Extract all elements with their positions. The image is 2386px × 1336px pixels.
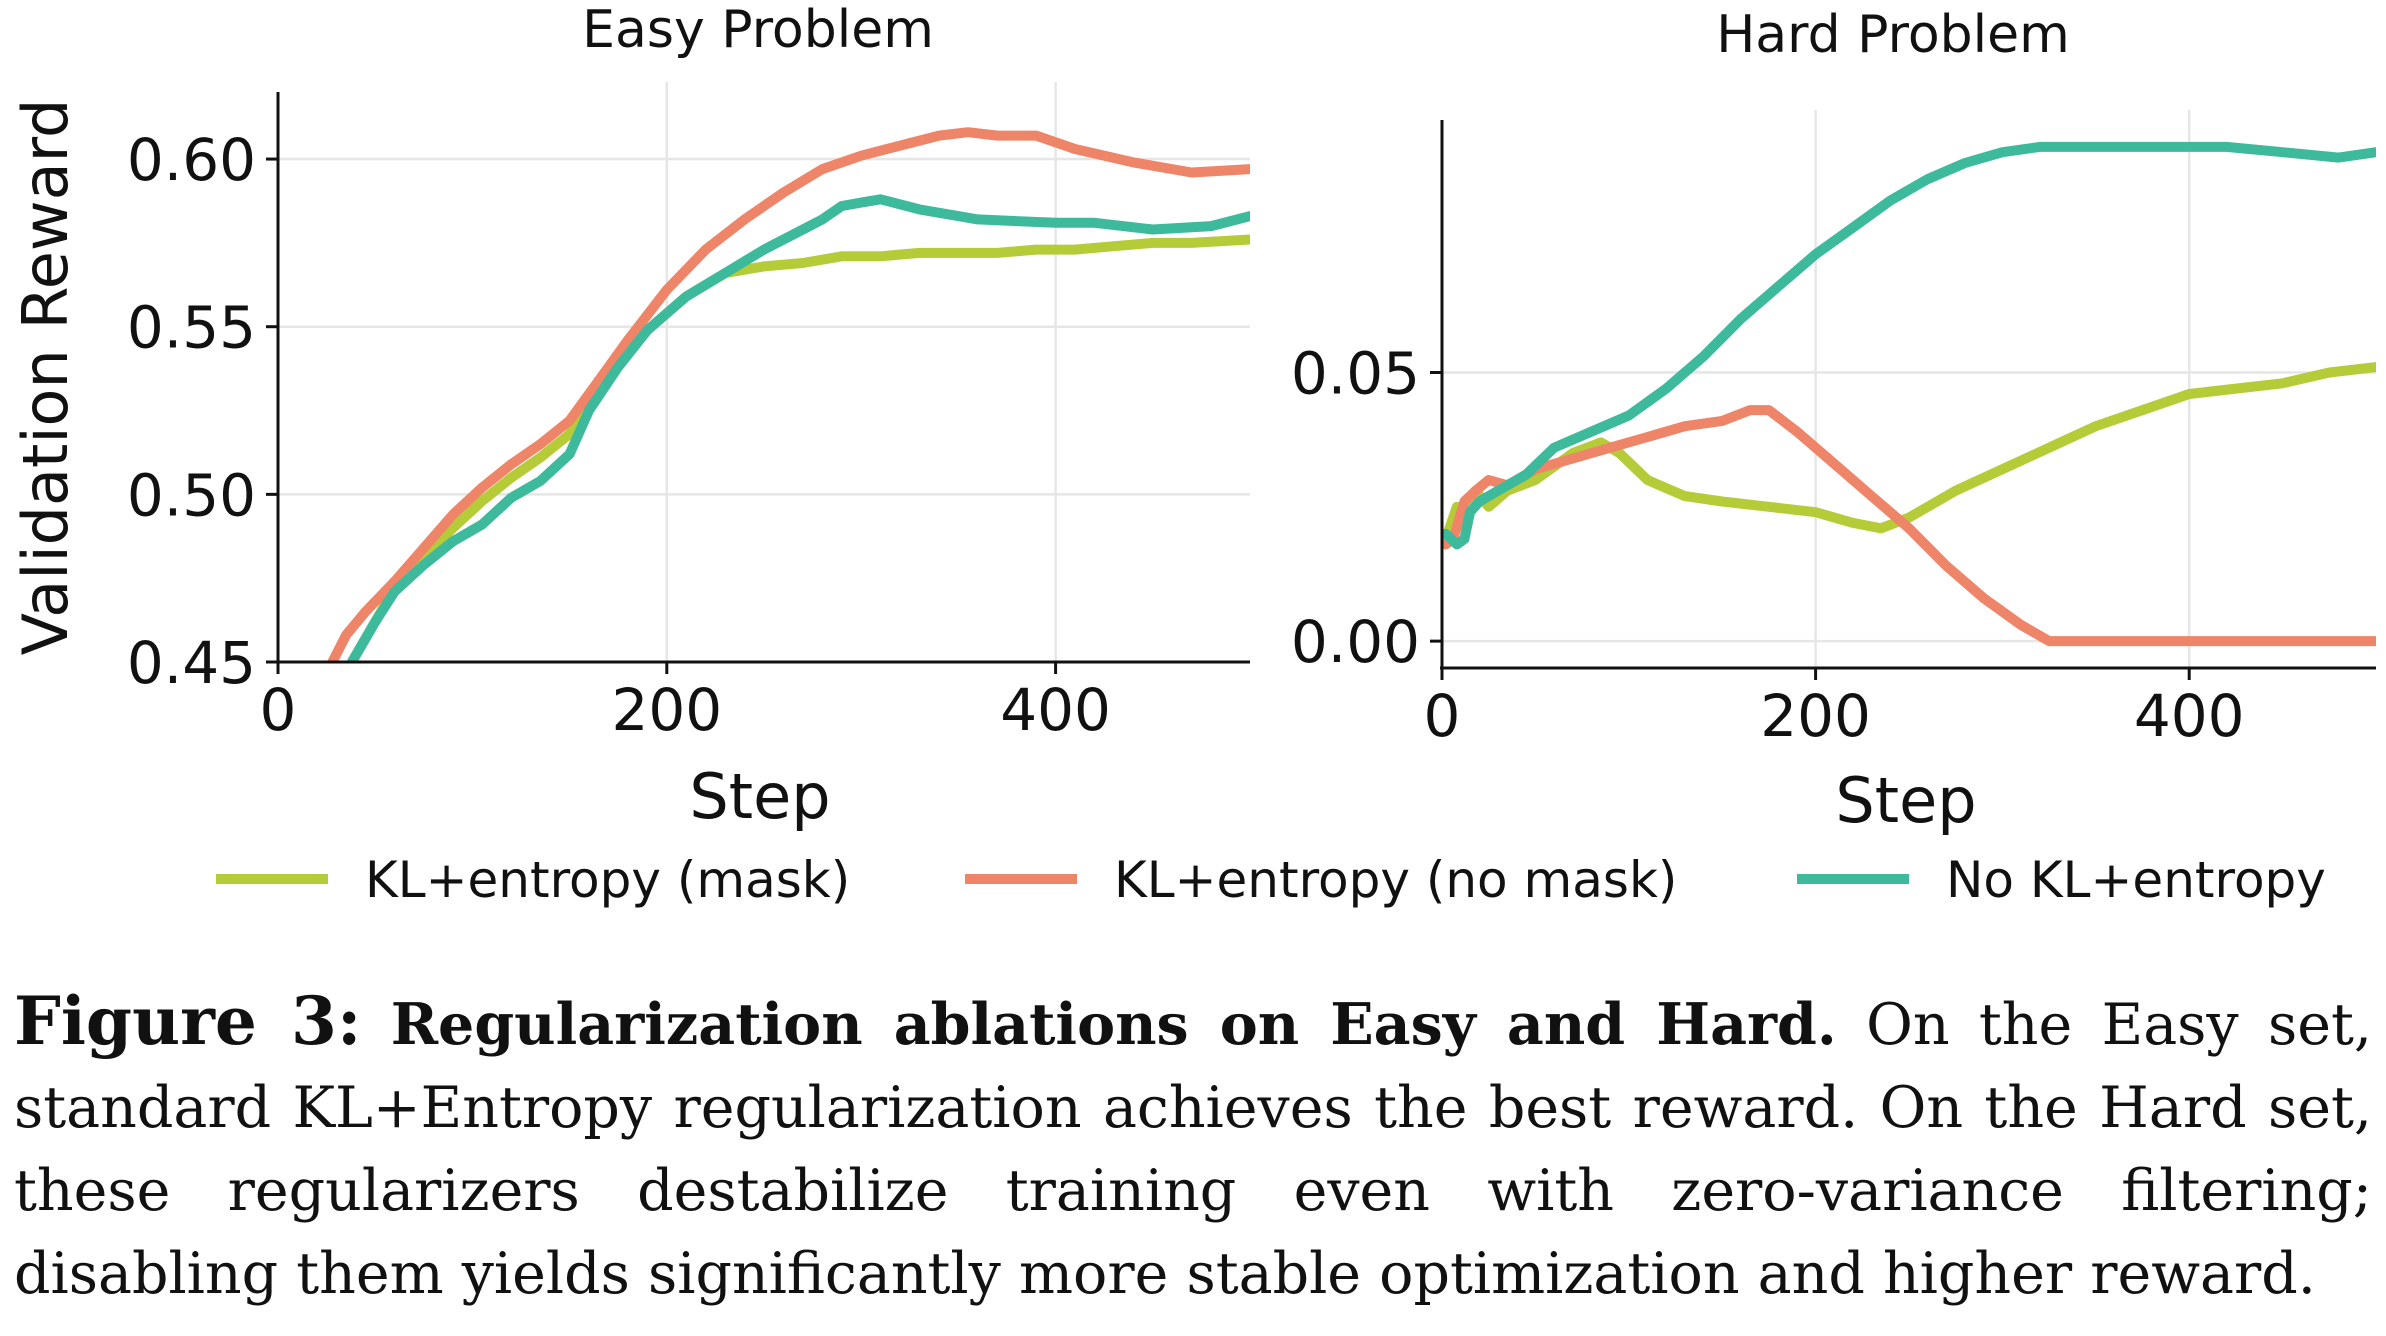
legend-item-no-mask: KL+entropy (no mask) xyxy=(965,851,1677,909)
chart-hard-xlabel: Step xyxy=(1835,764,1976,837)
legend: KL+entropy (mask) KL+entropy (no mask) N… xyxy=(216,851,2326,909)
easy-series xyxy=(327,127,1250,662)
figure-caption: Figure 3: Regularization ablations on Ea… xyxy=(14,980,2372,1316)
hard-series-line-1 xyxy=(1442,405,2376,647)
easy-xtick-label-1: 200 xyxy=(611,676,722,744)
chart-easy-xlabel: Step xyxy=(689,760,830,833)
easy-series-line-1 xyxy=(327,127,1250,662)
hard-series-line-2 xyxy=(1442,141,2376,550)
hard-ytick-label-1: 0.05 xyxy=(1291,340,1420,408)
easy-ytick-label-0: 0.45 xyxy=(127,629,256,697)
easy-series-line-0 xyxy=(346,234,1250,662)
easy-xtick-label-2: 400 xyxy=(1000,676,1111,744)
hard-ticks: 0 200 400 0.00 0.05 xyxy=(1291,340,2245,750)
hard-ytick-label-0: 0.00 xyxy=(1291,608,1420,676)
legend-label-no-mask: KL+entropy (no mask) xyxy=(1114,851,1677,909)
chart-hard: Hard Problem 0 200 400 0.00 0.05 Step xyxy=(1291,5,2376,837)
easy-ytick-label-1: 0.50 xyxy=(127,461,256,529)
hard-xtick-label-2: 400 xyxy=(2134,682,2245,750)
legend-item-no-kl: No KL+entropy xyxy=(1797,851,2326,909)
hard-axes xyxy=(1440,120,2376,670)
caption-text: On the Easy set, standard KL+Entropy reg… xyxy=(14,992,2372,1307)
easy-ytick-label-2: 0.55 xyxy=(127,294,256,362)
easy-ytick-label-3: 0.60 xyxy=(127,126,256,194)
easy-xtick-label-0: 0 xyxy=(260,676,297,744)
hard-series-line-0 xyxy=(1442,362,2376,545)
hard-xtick-label-0: 0 xyxy=(1424,682,1461,750)
figure: Easy Problem 0 200 400 0.45 0.50 0.55 0.60 Ste… xyxy=(9,0,2376,909)
legend-label-no-kl: No KL+entropy xyxy=(1946,851,2326,909)
hard-xtick-label-1: 200 xyxy=(1760,682,1871,750)
caption-bold-title: Regularization ablations on Easy and Har… xyxy=(390,991,1837,1058)
chart-hard-title: Hard Problem xyxy=(1716,5,2070,65)
hard-series xyxy=(1442,141,2376,647)
legend-label-mask: KL+entropy (mask) xyxy=(365,851,850,909)
easy-grid xyxy=(278,82,1250,664)
easy-ticks: 0 200 400 0.45 0.50 0.55 0.60 xyxy=(127,126,1111,744)
chart-easy: Easy Problem 0 200 400 0.45 0.50 0.55 0.60 Ste… xyxy=(9,0,1250,833)
chart-easy-title: Easy Problem xyxy=(582,0,934,60)
chart-easy-ylabel: Validation Reward xyxy=(9,99,82,656)
easy-series-line-2 xyxy=(346,194,1250,662)
easy-axes xyxy=(276,92,1250,664)
legend-item-mask: KL+entropy (mask) xyxy=(216,851,850,909)
caption-figure-label: Figure 3: xyxy=(14,982,362,1060)
